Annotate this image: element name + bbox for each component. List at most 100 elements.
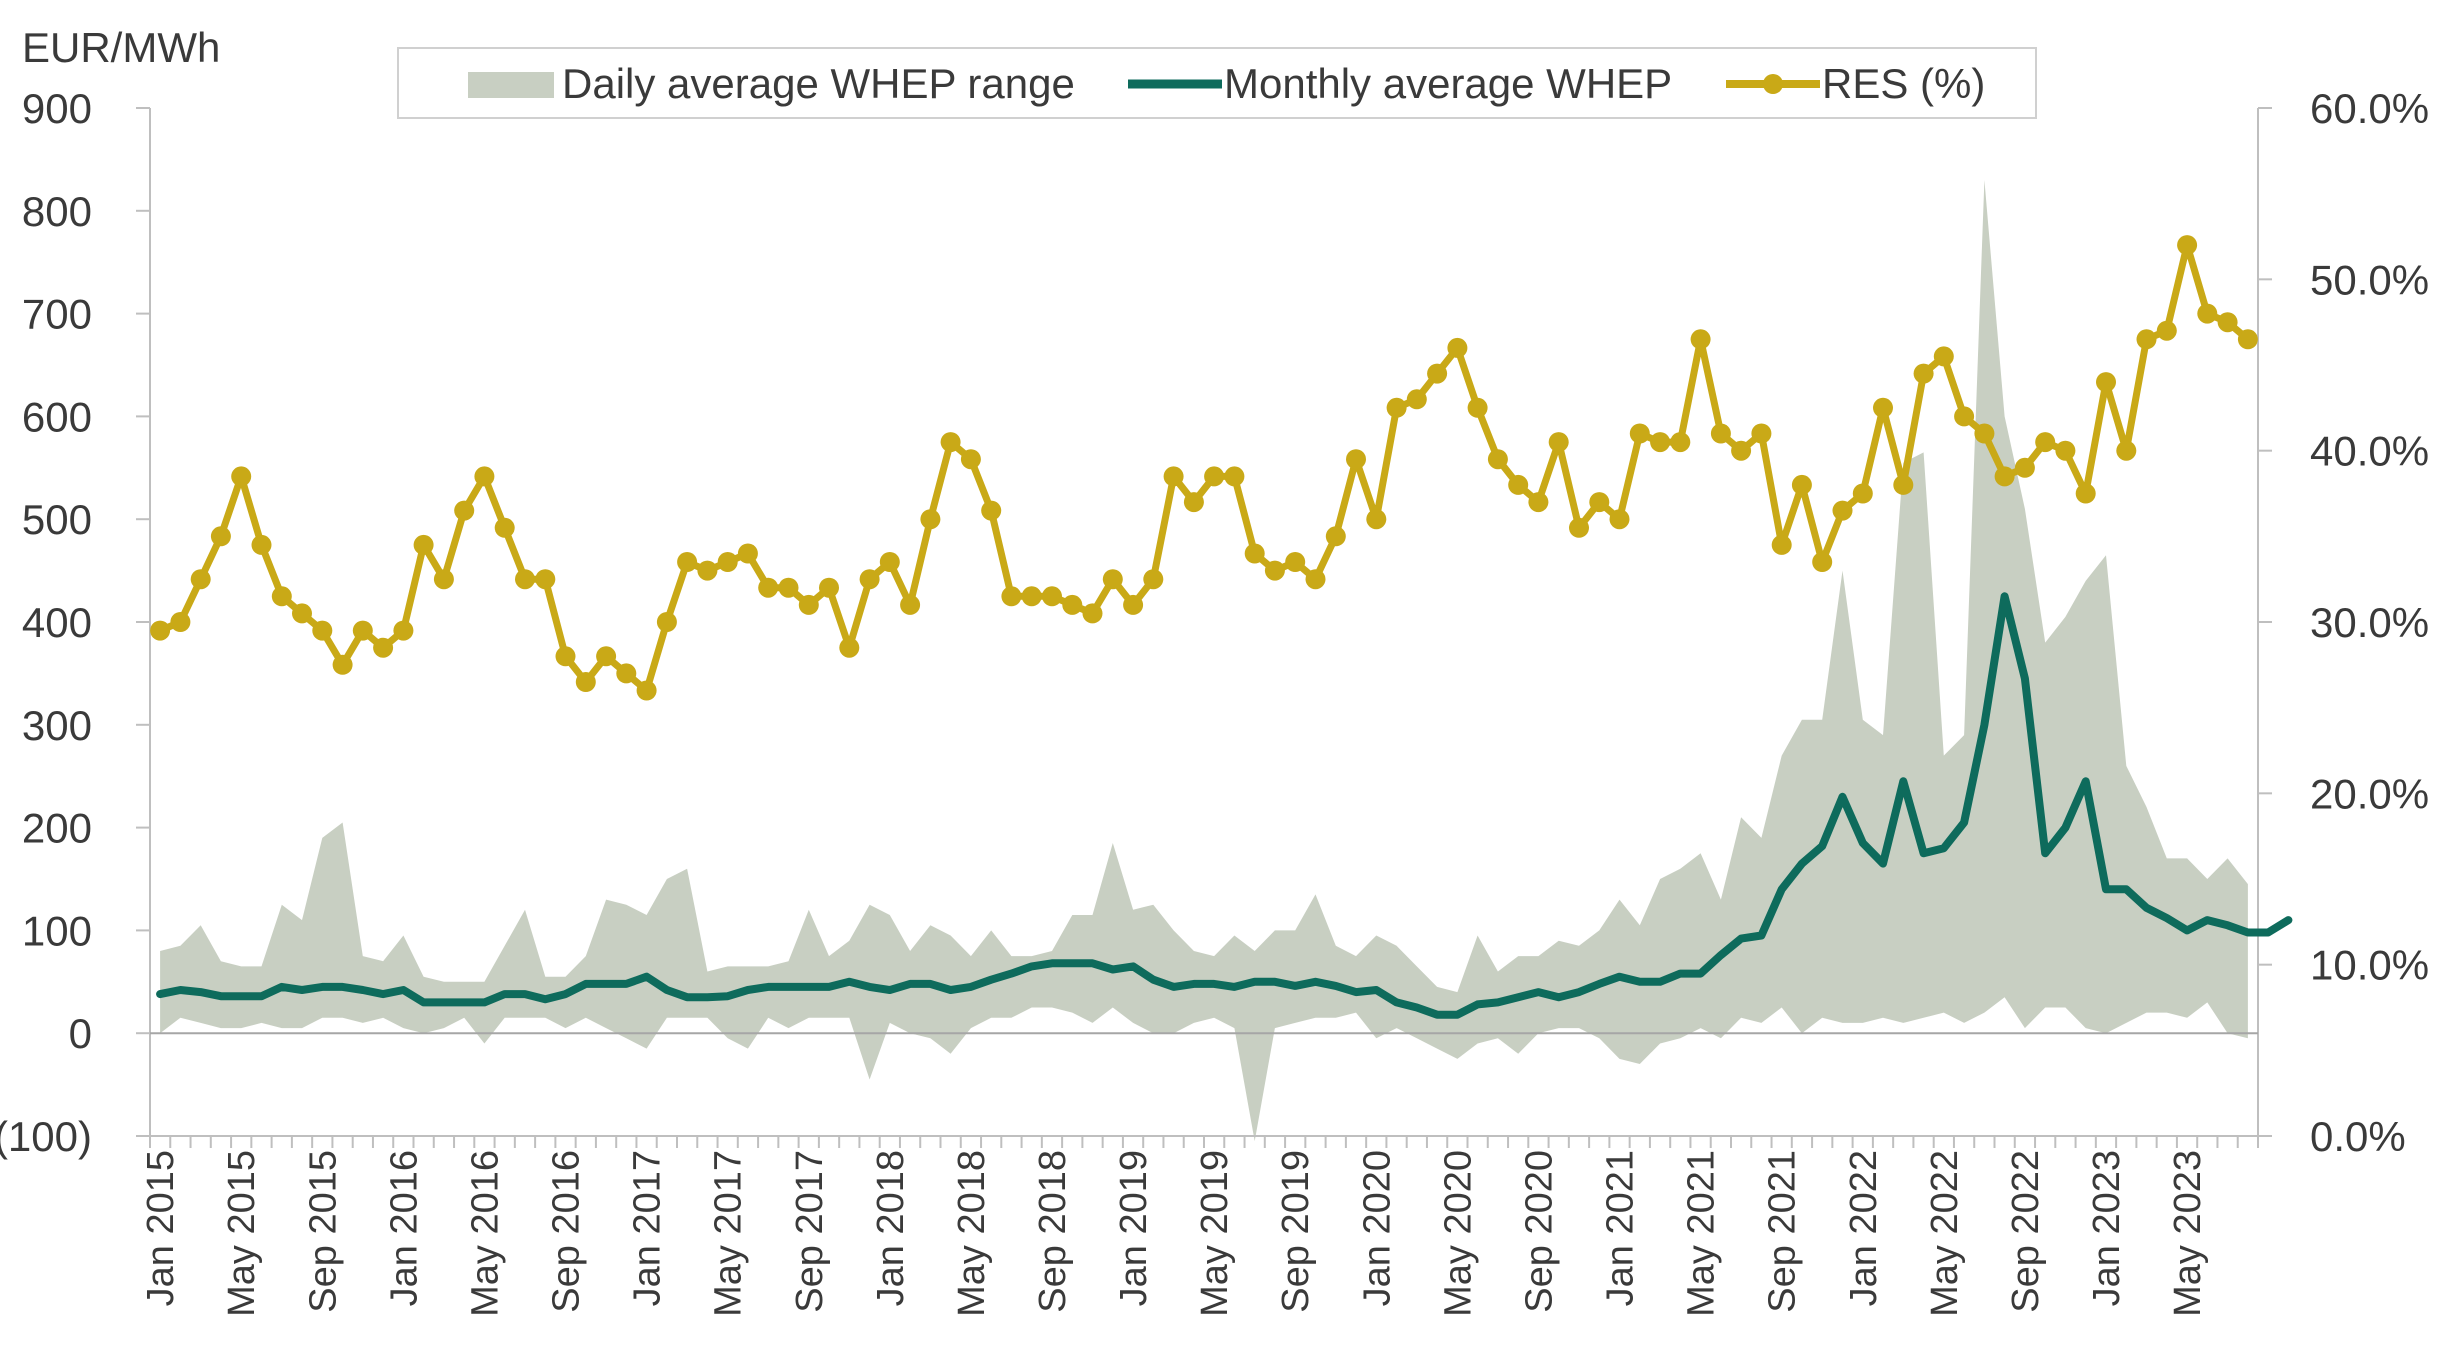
res-marker [1062, 594, 1083, 615]
y-left-tick-label: 500 [22, 496, 92, 543]
x-tick-label: Sep 2021 [1762, 1150, 1804, 1313]
res-marker [1913, 363, 1934, 384]
res-marker [2055, 440, 2076, 461]
res-marker [737, 543, 758, 564]
monthly-whep-line-layer [156, 592, 2293, 1019]
x-tick-label: Jan 2023 [2086, 1150, 2128, 1306]
x-tick-label: May 2018 [951, 1150, 993, 1317]
res-marker [433, 569, 454, 590]
res-marker [1406, 389, 1427, 410]
res-marker [1244, 543, 1265, 564]
x-tick-label: Jan 2020 [1356, 1150, 1398, 1306]
res-marker [1852, 483, 1873, 504]
res-marker [535, 569, 556, 590]
res-marker [1386, 397, 1407, 418]
x-tick-label: May 2020 [1437, 1150, 1479, 1317]
res-marker [1954, 406, 1975, 427]
res-marker [1346, 449, 1366, 470]
res-marker [1123, 594, 1144, 615]
res-marker [1771, 534, 1792, 555]
res-marker [1467, 397, 1488, 418]
x-tick-label: Sep 2019 [1275, 1150, 1317, 1313]
x-tick-label: Sep 2017 [789, 1150, 831, 1313]
y-left-unit-label: EUR/MWh [22, 24, 220, 71]
x-tick-label: Sep 2022 [2005, 1150, 2047, 1313]
x-tick-label: May 2019 [1194, 1150, 1236, 1317]
res-marker [1569, 517, 1589, 538]
res-marker [2014, 457, 2035, 478]
y-left-tick-label: 800 [22, 188, 92, 235]
x-tick-label: Jan 2019 [1113, 1150, 1155, 1306]
y-right-tick-label: 60.0% [2310, 85, 2429, 132]
res-marker [1710, 423, 1731, 444]
x-tick-label: Jan 2022 [1843, 1150, 1885, 1306]
res-marker [1751, 423, 1772, 444]
daily-range-band [160, 180, 2248, 1142]
res-marker [1325, 526, 1346, 547]
res-marker [1650, 432, 1671, 453]
res-marker [312, 620, 333, 641]
res-marker [210, 526, 231, 547]
x-tick-label: May 2016 [464, 1150, 506, 1317]
res-line-layer [150, 235, 2258, 701]
res-marker [1042, 586, 1062, 607]
res-marker [1933, 346, 1954, 367]
res-marker [190, 569, 211, 590]
res-marker [1629, 423, 1650, 444]
res-marker [636, 680, 657, 701]
legend-label-range: Daily average WHEP range [562, 60, 1075, 107]
tick-labels-layer: (100) 0 100 200 300 400 500 600 700 800 900 0.0% 10.… [0, 85, 2429, 1317]
res-marker [2096, 372, 2116, 393]
res-marker [1508, 474, 1529, 495]
res-marker [292, 603, 312, 624]
res-marker [1974, 423, 1995, 444]
res-marker [1994, 466, 2015, 487]
res-marker [231, 466, 252, 487]
res-marker [1528, 492, 1549, 513]
res-marker [717, 552, 738, 572]
res-marker [879, 552, 900, 572]
res-marker [1305, 569, 1326, 590]
legend-label-res: RES (%) [1822, 60, 1985, 107]
res-marker [1264, 560, 1285, 581]
res-marker [2217, 312, 2238, 333]
res-marker [1224, 466, 1245, 487]
res-marker [332, 654, 353, 675]
res-marker [515, 569, 535, 590]
res-marker [1285, 552, 1306, 572]
res-marker [1731, 440, 1752, 461]
res-marker [251, 534, 272, 555]
res-marker [352, 620, 373, 641]
res-marker [859, 569, 880, 590]
axes-layer [136, 107, 2272, 1148]
x-tick-label: Jan 2021 [1600, 1150, 1642, 1306]
res-marker [960, 449, 981, 470]
res-marker [1163, 466, 1184, 487]
res-marker [656, 612, 677, 632]
res-marker [1589, 492, 1610, 513]
y-left-tick-label: 700 [22, 291, 92, 338]
x-tick-label: Jan 2015 [140, 1150, 182, 1306]
res-marker [2197, 303, 2218, 324]
res-marker [271, 586, 292, 607]
y-left-tick-label: 100 [22, 907, 92, 954]
y-right-tick-label: 10.0% [2310, 942, 2429, 989]
res-marker [697, 560, 718, 581]
y-right-tick-label: 50.0% [2310, 256, 2429, 303]
res-marker [900, 594, 921, 615]
res-marker [2116, 440, 2137, 461]
y-left-tick-label: 0 [69, 1010, 92, 1057]
res-marker [2075, 483, 2096, 504]
y-left-tick-label: 900 [22, 85, 92, 132]
res-marker [2177, 235, 2198, 256]
res-marker [1021, 586, 1042, 607]
res-marker [1548, 432, 1569, 453]
res-marker [1082, 603, 1103, 624]
res-marker [839, 637, 860, 658]
res-marker [494, 517, 515, 538]
res-marker [1204, 466, 1225, 487]
legend-label-monthly: Monthly average WHEP [1224, 60, 1672, 107]
x-tick-label: Jan 2016 [383, 1150, 425, 1306]
res-marker [819, 577, 839, 598]
